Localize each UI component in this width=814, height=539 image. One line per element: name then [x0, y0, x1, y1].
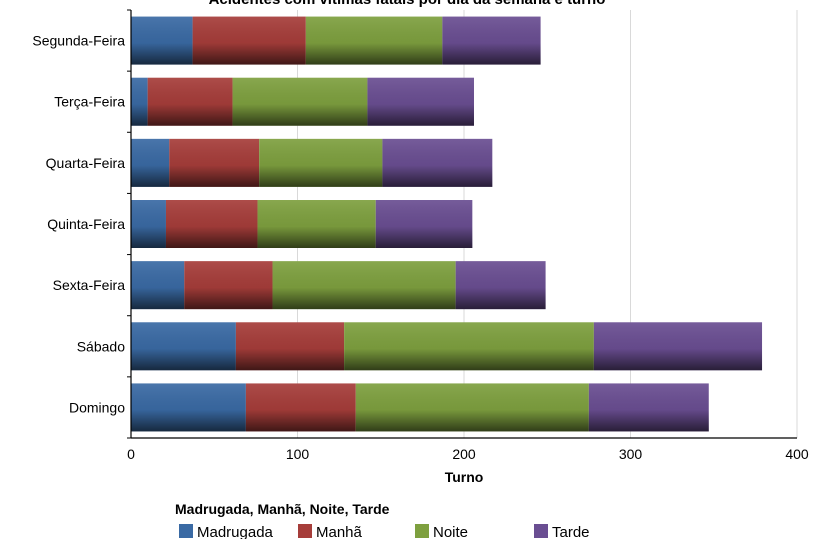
- bar-segment-shade: [355, 383, 589, 432]
- chart-title: Acidentes com vítimas fatais por dia da …: [0, 0, 814, 8]
- bar-segment-shade: [131, 16, 193, 65]
- bar-segment-shade: [257, 200, 376, 248]
- bar-segment-shade: [192, 16, 306, 65]
- bar-segment-shade: [165, 200, 258, 248]
- legend-swatch: [298, 524, 312, 538]
- bar-segment-shade: [442, 16, 541, 65]
- x-tick-label: 100: [286, 446, 310, 462]
- bar-segment-shade: [147, 77, 233, 126]
- y-category-label: Quinta-Feira: [47, 216, 125, 232]
- legend-label: Manhã: [316, 524, 363, 539]
- bar-segment-shade: [131, 138, 170, 187]
- bar-segment-shade: [344, 322, 594, 371]
- bar-segment-shade: [131, 200, 166, 248]
- bar-segment-shade: [131, 383, 246, 432]
- x-axis-title: Turno: [445, 469, 484, 485]
- bar-segment-shade: [367, 77, 474, 126]
- y-category-label: Quarta-Feira: [46, 155, 126, 171]
- legend-label: Tarde: [552, 524, 590, 539]
- bar-segment-shade: [184, 261, 273, 310]
- y-category-label: Segunda-Feira: [32, 33, 125, 49]
- bar-segment-shade: [232, 77, 368, 126]
- legend-label: Noite: [433, 524, 468, 539]
- x-tick-label: 400: [785, 446, 809, 462]
- legend-swatch: [179, 524, 193, 538]
- bar-segment-shade: [235, 322, 345, 371]
- bar-segment-shade: [375, 200, 473, 248]
- legend-swatch: [534, 524, 548, 538]
- bar-segment-shade: [593, 322, 763, 371]
- bar-segment-shade: [131, 261, 185, 310]
- axes: 0 100 200 300 400 Segunda-Feira Terça-Feira Qua…: [32, 9, 809, 485]
- bar-segment-shade: [382, 138, 493, 187]
- x-tick-label: 300: [619, 446, 643, 462]
- legend-title: Madrugada, Manhã, Noite, Tarde: [175, 501, 390, 517]
- bar-segment-shade: [131, 322, 236, 371]
- bar-segment-shade: [245, 383, 356, 432]
- x-tick-label: 200: [452, 446, 476, 462]
- y-category-label: Sábado: [77, 338, 125, 354]
- bar-segment-shade: [272, 261, 456, 310]
- bars: [131, 16, 763, 432]
- y-category-label: Terça-Feira: [54, 94, 125, 110]
- bar-segment-shade: [131, 77, 148, 126]
- legend: Madrugada, Manhã, Noite, Tarde Madrugada M…: [175, 501, 590, 539]
- bar-segment-shade: [259, 138, 383, 187]
- bar-segment-shade: [305, 16, 443, 65]
- x-tick-label: 0: [127, 446, 135, 462]
- y-category-label: Domingo: [69, 399, 125, 415]
- legend-label: Madrugada: [197, 524, 274, 539]
- bar-segment-shade: [588, 383, 709, 432]
- bar-segment-shade: [169, 138, 260, 187]
- bar-segment-shade: [455, 261, 546, 310]
- legend-swatch: [415, 524, 429, 538]
- y-category-label: Sexta-Feira: [53, 277, 126, 293]
